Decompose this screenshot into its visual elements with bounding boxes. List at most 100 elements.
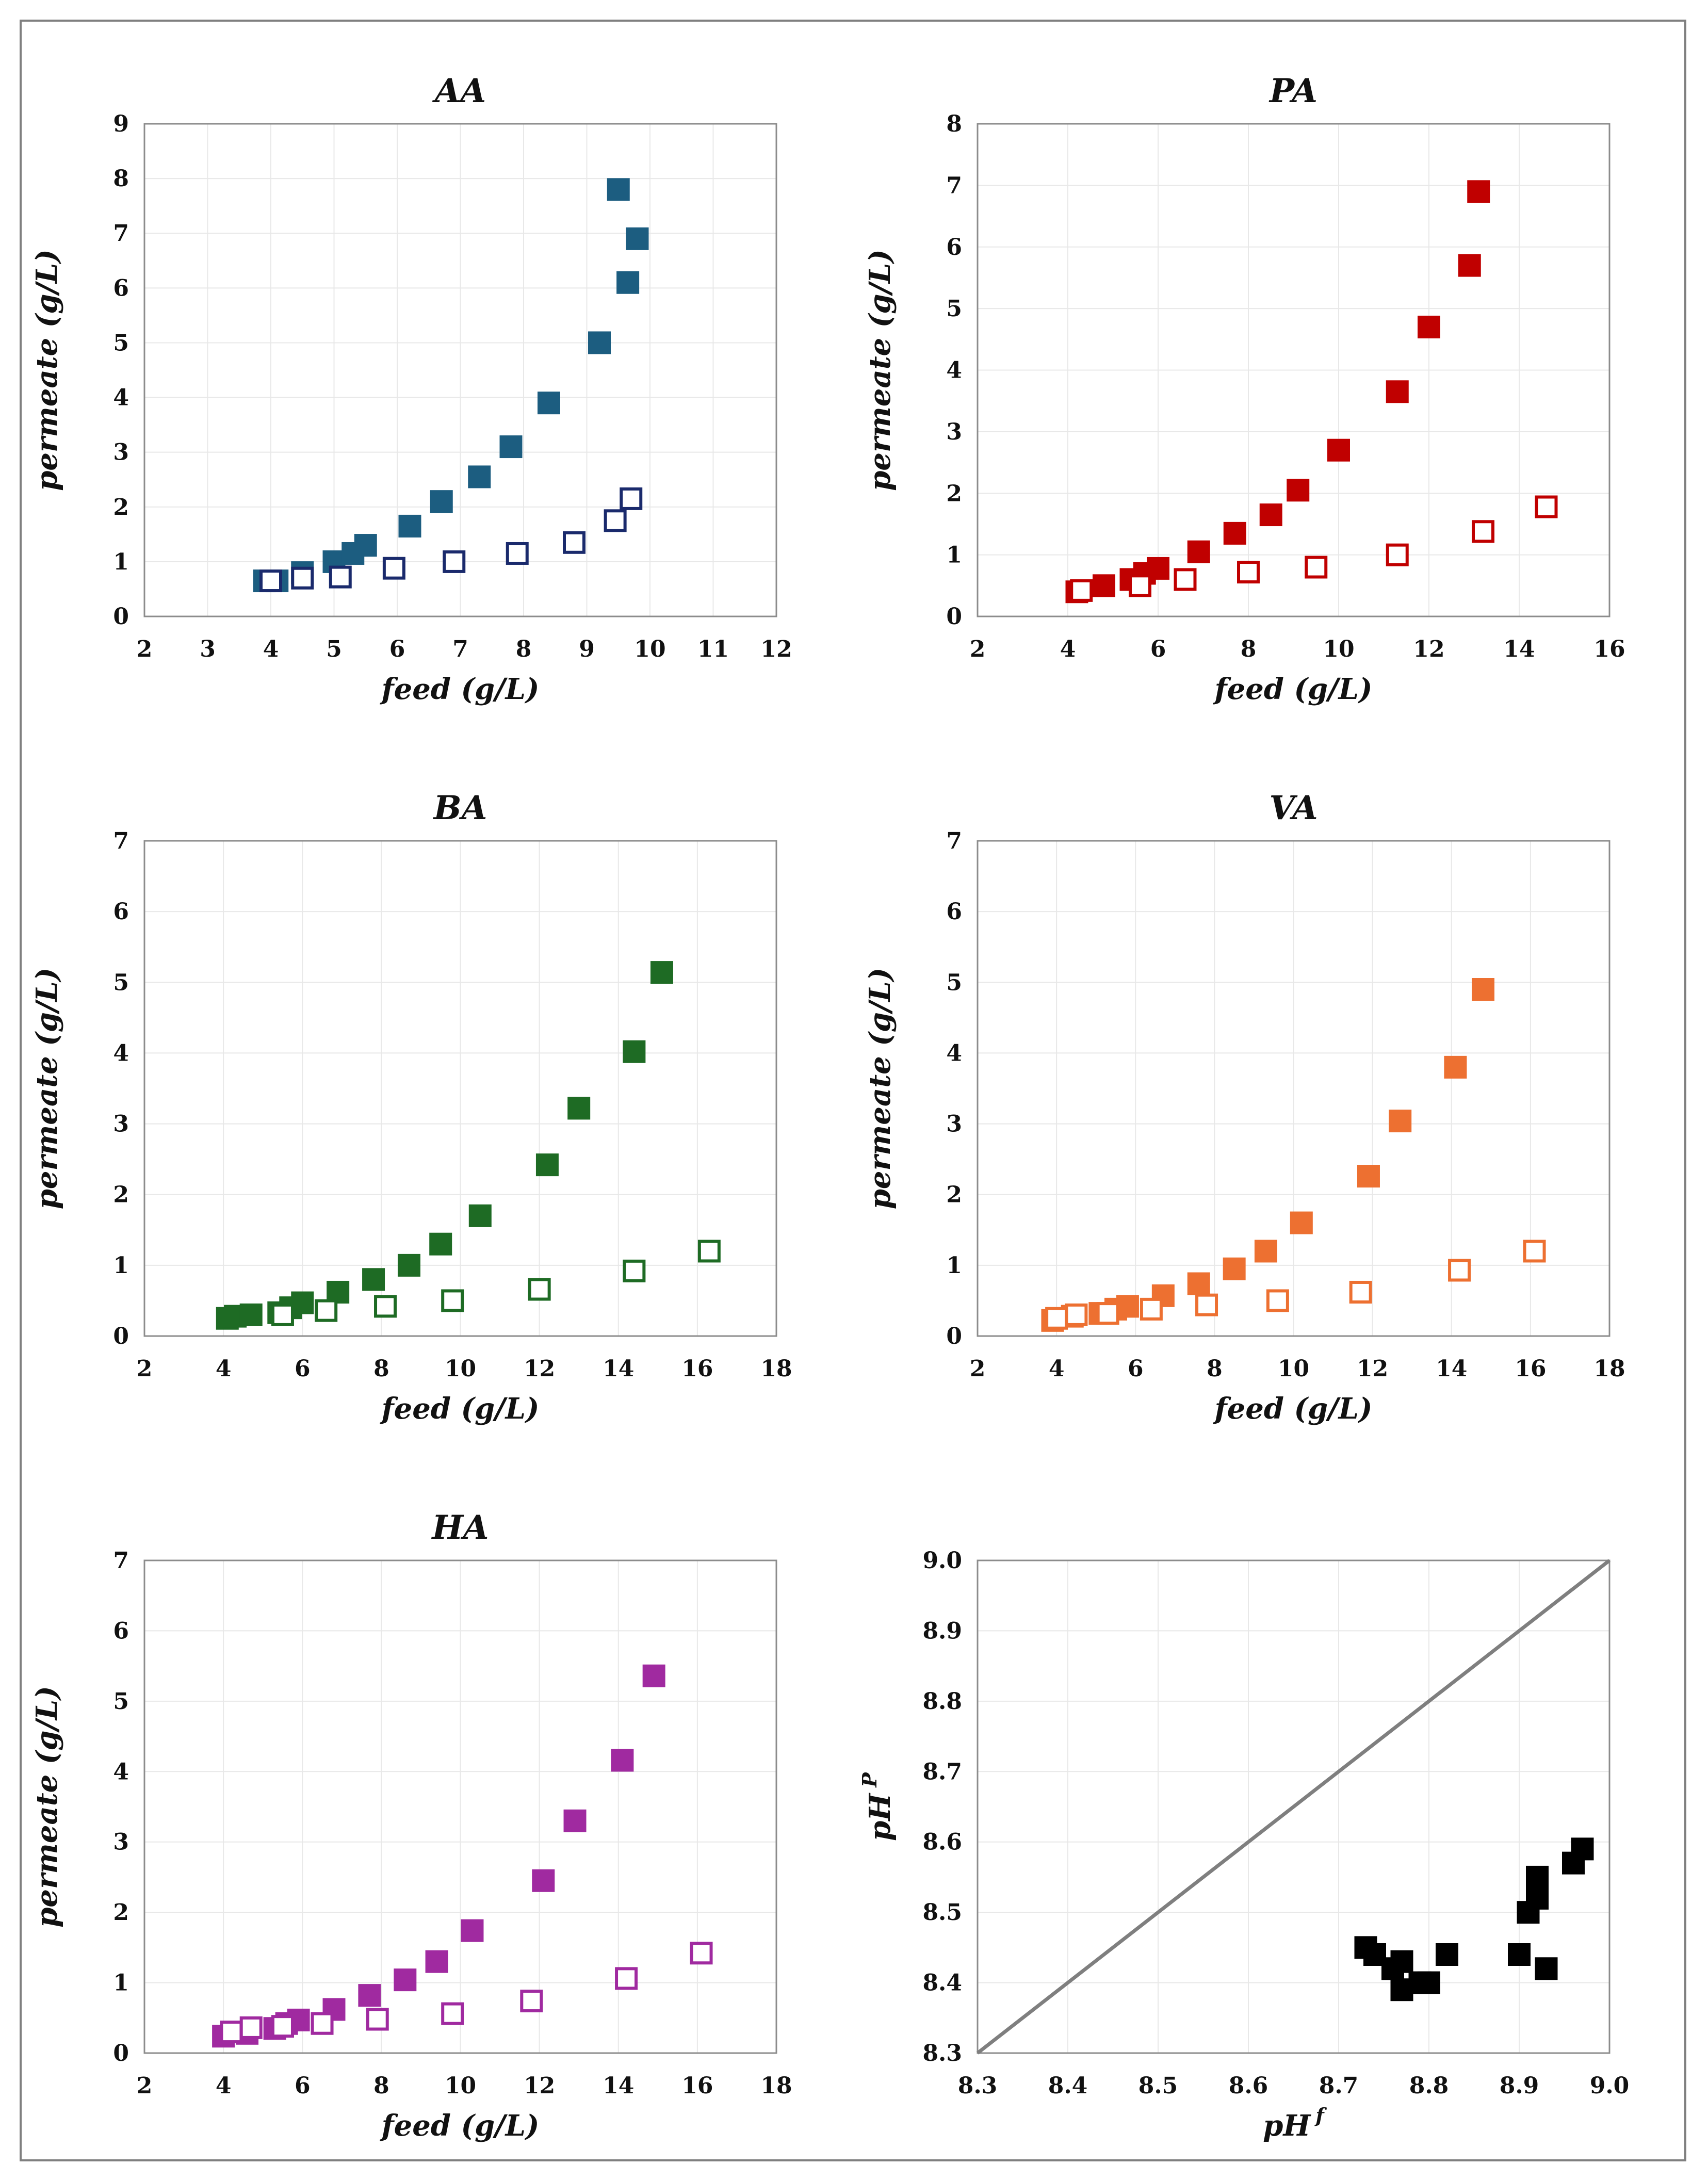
open-square-marker [315, 1299, 338, 1322]
y-tick-label: 8.7 [922, 1759, 962, 1785]
open-square-marker [1070, 579, 1093, 602]
open-square-marker [690, 1942, 713, 1965]
y-tick-label: 0 [113, 604, 129, 630]
open-square-marker [1305, 556, 1328, 579]
x-tick-label: 14 [1503, 636, 1535, 662]
filled-square-marker [535, 1153, 559, 1177]
x-tick-label: 12 [524, 1356, 555, 1382]
x-tick-label: 2 [137, 636, 153, 662]
x-tick-label: 6 [1128, 1356, 1144, 1382]
x-tick-label: 5 [326, 636, 342, 662]
x-tick-label: 18 [760, 1356, 792, 1382]
y-tick-label: 8.5 [922, 1899, 962, 1926]
filled-square-marker [291, 1291, 314, 1314]
y-tick-label: 4 [946, 1040, 962, 1066]
open-square-marker [520, 1990, 543, 2013]
y-tick-label: 6 [113, 1618, 129, 1644]
y-tick-label: 3 [113, 1829, 129, 1856]
x-tick-label: 10 [1323, 636, 1354, 662]
filled-square-marker [1436, 1943, 1458, 1966]
x-tick-label: 12 [1357, 1356, 1388, 1382]
open-square-marker [1174, 568, 1197, 591]
filled-square-marker [1386, 380, 1409, 403]
filled-square-marker [1458, 254, 1481, 277]
x-tick-label: 8 [516, 636, 532, 662]
y-tick-label: 8.9 [922, 1618, 962, 1644]
filled-square-marker [398, 514, 421, 538]
open-square-marker [615, 1967, 638, 1990]
x-tick-label: 16 [681, 2073, 713, 2099]
x-tick-label: 8.6 [1229, 2073, 1268, 2099]
y-tick-label: 4 [946, 357, 962, 384]
open-square-marker [528, 1278, 551, 1301]
open-square-marker [1096, 1302, 1119, 1325]
x-tick-label: 16 [1593, 636, 1625, 662]
y-tick-label: 5 [113, 1688, 129, 1715]
x-tick-label: 6 [389, 636, 405, 662]
open-square-marker [443, 550, 466, 573]
open-square-marker [1472, 520, 1494, 543]
open-square-marker [374, 1295, 397, 1318]
open-square-marker [1065, 1303, 1088, 1326]
x-tick-label: 11 [697, 636, 729, 662]
chart-title: BA [433, 789, 487, 827]
filled-square-marker [429, 1232, 452, 1256]
x-axis-label: feed (g/L) [1213, 1392, 1373, 1426]
filled-square-marker [532, 1869, 555, 1892]
filled-square-marker [1223, 522, 1246, 545]
open-square-marker [329, 565, 352, 589]
chart-title: AA [432, 72, 486, 110]
filled-square-marker [468, 1204, 492, 1227]
open-square-marker [271, 1303, 294, 1326]
y-tick-label: 3 [113, 1111, 129, 1137]
y-tick-label: 6 [113, 275, 129, 301]
filled-square-marker [1116, 1295, 1139, 1318]
filled-square-marker [1259, 503, 1282, 527]
filled-square-marker [650, 961, 673, 984]
filled-square-marker [1093, 574, 1115, 597]
x-axis-label: feed (g/L) [380, 672, 540, 706]
y-tick-label: 6 [113, 899, 129, 925]
chart-title: PA [1268, 72, 1317, 110]
open-square-marker [1386, 543, 1409, 566]
x-tick-label: 10 [634, 636, 665, 662]
y-tick-label: 5 [113, 969, 129, 996]
filled-square-marker [607, 178, 630, 201]
filled-square-marker [1444, 1055, 1467, 1079]
filled-square-marker [538, 392, 560, 415]
filled-square-marker [1472, 978, 1494, 1001]
y-tick-label: 2 [113, 1899, 129, 1926]
x-tick-label: 8.7 [1319, 2073, 1359, 2099]
y-tick-label: 8 [946, 111, 962, 137]
x-tick-label: 10 [1278, 1356, 1309, 1382]
y-tick-label: 8.4 [922, 1970, 962, 1996]
filled-square-marker [461, 1919, 484, 1942]
filled-square-marker [1290, 1211, 1313, 1234]
open-square-marker [271, 2015, 294, 2038]
x-tick-label: 8.9 [1500, 2073, 1539, 2099]
filled-square-marker [239, 1303, 263, 1326]
y-tick-label: 5 [946, 296, 962, 322]
open-square-marker [1523, 1240, 1546, 1263]
plot-area [977, 1559, 1611, 2054]
filled-square-marker [1254, 1240, 1277, 1263]
x-tick-label: 10 [445, 2073, 476, 2099]
y-tick-label: 3 [946, 419, 962, 445]
y-tick-label: 2 [946, 480, 962, 507]
x-tick-label: 14 [603, 1356, 634, 1382]
y-tick-label: 7 [946, 828, 962, 854]
x-tick-label: 14 [1436, 1356, 1467, 1382]
filled-square-marker [397, 1254, 420, 1277]
open-square-marker [1237, 561, 1260, 584]
x-axis-label: feed (g/L) [380, 1392, 540, 1426]
filled-square-marker [588, 331, 611, 354]
y-tick-label: 9.0 [922, 1548, 962, 1574]
y-tick-label: 6 [946, 234, 962, 261]
y-tick-label: 7 [113, 1548, 129, 1574]
figure-border [20, 20, 1686, 2161]
y-tick-label: 9 [113, 111, 129, 137]
y-axis-label: permeate (g/L) [863, 249, 897, 491]
